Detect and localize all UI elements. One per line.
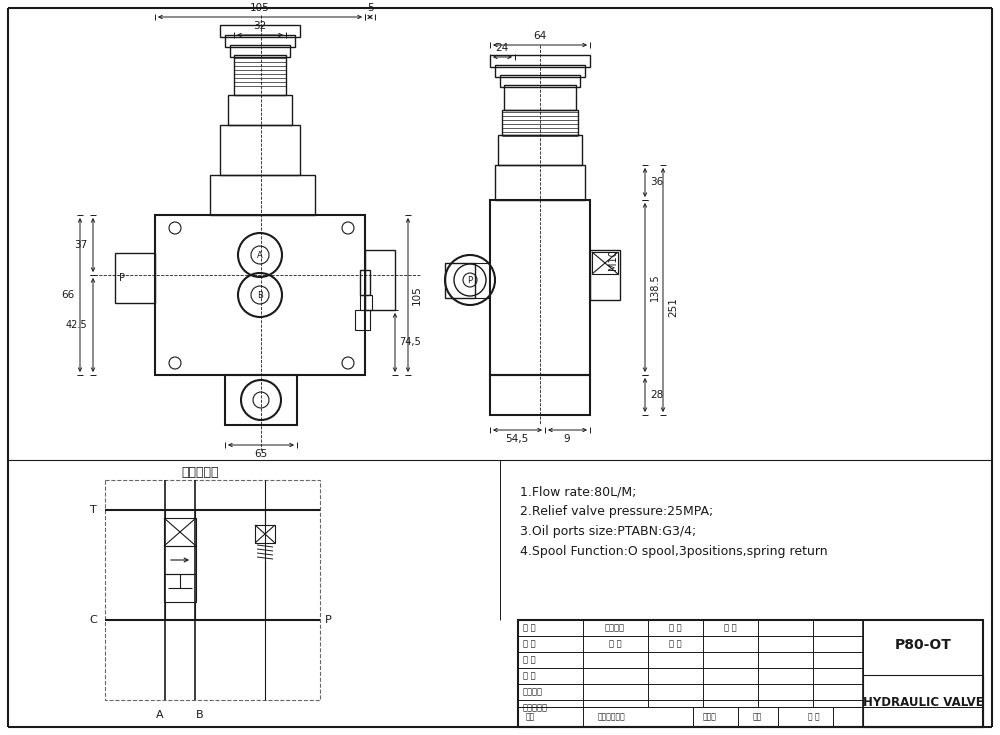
Bar [225, 375, 297, 425]
Text: B: B [257, 290, 263, 299]
Text: B: B [196, 710, 204, 720]
Bar [360, 270, 370, 295]
Text: 比 例: 比 例 [724, 623, 736, 633]
Text: P: P [467, 276, 473, 284]
Text: 32: 32 [253, 21, 267, 31]
Text: 重 量: 重 量 [669, 623, 681, 633]
Text: 42.5: 42.5 [65, 320, 87, 330]
Text: M10: M10 [608, 250, 618, 270]
Text: 工艺检查: 工艺检查 [523, 687, 543, 697]
Bar [504, 85, 576, 110]
Bar [355, 310, 370, 330]
Text: P80-OT: P80-OT [895, 638, 951, 652]
Bar [500, 75, 580, 87]
Text: 第 页: 第 页 [669, 639, 681, 648]
Bar [230, 45, 290, 57]
Text: 更改人: 更改人 [703, 712, 717, 722]
Text: 描 图: 描 图 [523, 656, 536, 664]
Text: 251: 251 [668, 297, 678, 317]
Text: 5: 5 [367, 3, 373, 13]
Text: 制 图: 制 图 [523, 639, 536, 648]
Text: 105: 105 [250, 3, 270, 13]
Text: 74,5: 74,5 [399, 337, 421, 347]
Text: 更改内容概要: 更改内容概要 [598, 712, 626, 722]
Text: 138.5: 138.5 [650, 273, 660, 301]
Text: 液压原理图: 液压原理图 [181, 465, 219, 478]
Bar [495, 65, 585, 77]
Bar [365, 250, 395, 310]
Text: 4.Spool Function:O spool,3positions,spring return: 4.Spool Function:O spool,3positions,spri… [520, 545, 828, 558]
Bar [445, 263, 475, 298]
Bar [115, 253, 155, 303]
Text: T: T [90, 505, 97, 515]
Bar [225, 35, 295, 47]
Text: HYDRAULIC VALVE: HYDRAULIC VALVE [863, 695, 983, 709]
Text: 9: 9 [564, 434, 570, 444]
Bar [155, 215, 365, 375]
Text: 66: 66 [61, 290, 74, 300]
Bar [360, 295, 372, 310]
Text: 标记: 标记 [526, 712, 535, 722]
Bar [228, 95, 292, 125]
Text: 65: 65 [254, 449, 268, 459]
Text: 1.Flow rate:80L/M;: 1.Flow rate:80L/M; [520, 485, 636, 498]
Bar [490, 375, 590, 415]
Text: 28: 28 [650, 390, 663, 400]
Text: 设 计: 设 计 [523, 623, 536, 633]
Bar [164, 574, 196, 602]
Text: 审 批: 审 批 [808, 712, 820, 722]
Text: 共 页: 共 页 [609, 639, 621, 648]
Text: 24: 24 [495, 43, 509, 53]
Bar [590, 250, 620, 300]
Text: 日期: 日期 [753, 712, 762, 722]
Bar [105, 480, 320, 700]
Bar [490, 200, 590, 375]
Text: 36: 36 [650, 177, 663, 187]
Bar [863, 675, 983, 727]
Text: A: A [257, 251, 263, 259]
Text: 64: 64 [533, 31, 547, 41]
Bar [255, 525, 275, 543]
Bar [498, 135, 582, 165]
Text: A: A [156, 710, 164, 720]
Bar [234, 55, 286, 95]
Text: 105: 105 [412, 285, 422, 305]
Text: 54,5: 54,5 [505, 434, 529, 444]
Bar [220, 25, 300, 37]
Bar [495, 165, 585, 200]
Bar [490, 55, 590, 67]
Bar [502, 110, 578, 135]
Text: 37: 37 [74, 240, 87, 250]
Text: 3.Oil ports size:PTABN:G3/4;: 3.Oil ports size:PTABN:G3/4; [520, 525, 696, 538]
Bar [164, 546, 196, 574]
Bar [210, 175, 315, 215]
Bar [518, 620, 983, 727]
Bar [164, 518, 196, 546]
Text: C: C [89, 615, 97, 625]
Bar [220, 125, 300, 175]
Text: 图样标记: 图样标记 [605, 623, 625, 633]
Text: P: P [325, 615, 332, 625]
Text: 2.Relief valve pressure:25MPA;: 2.Relief valve pressure:25MPA; [520, 505, 713, 518]
Text: P: P [119, 273, 125, 283]
Bar [592, 252, 618, 274]
Text: 标准化检查: 标准化检查 [523, 703, 548, 712]
Text: 校 对: 校 对 [523, 672, 536, 681]
